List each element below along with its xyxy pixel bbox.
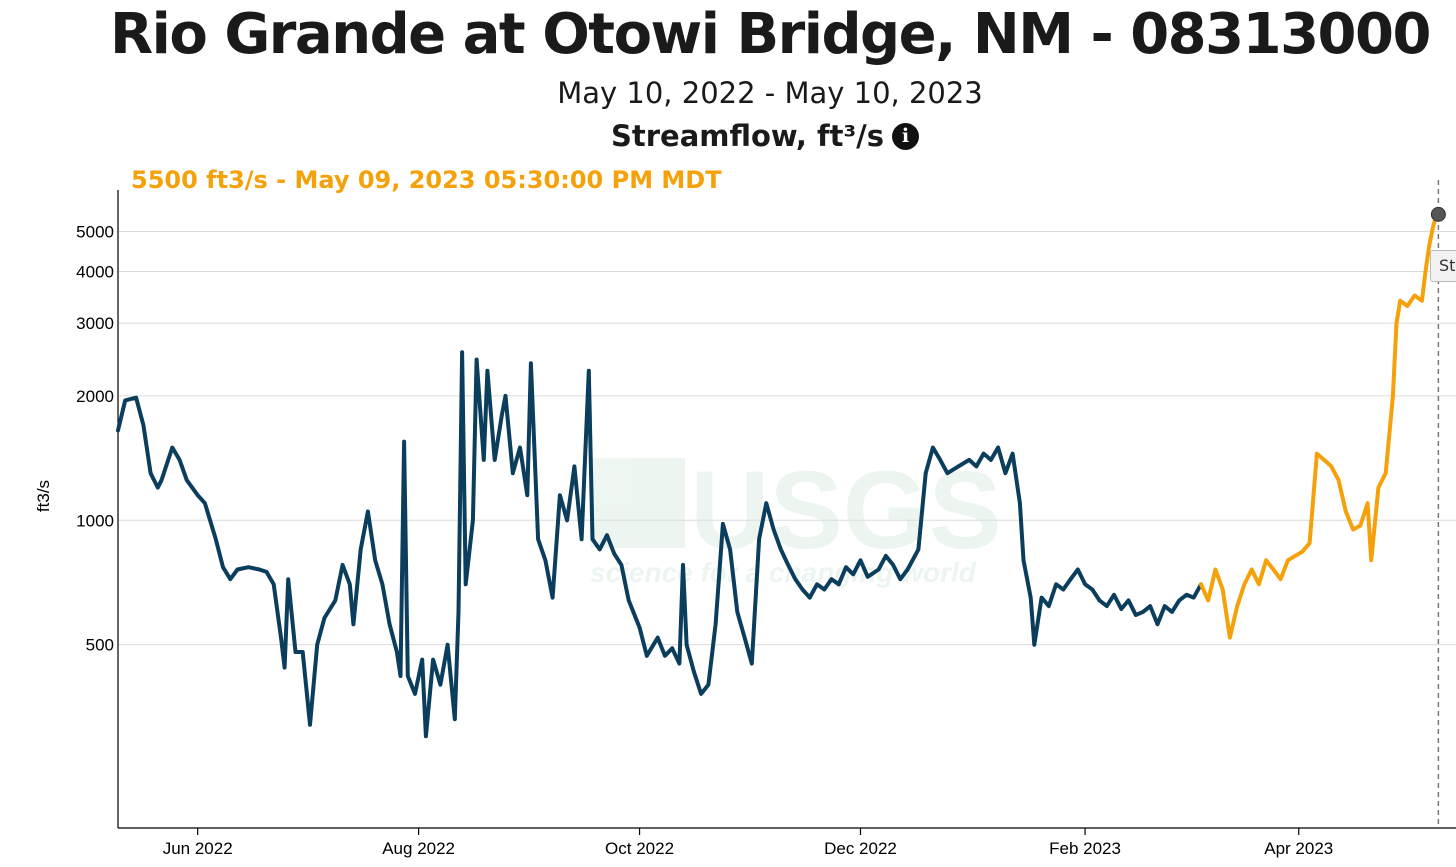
y-tick-label: 4000 [76,263,114,282]
y-tick-label: 500 [86,636,114,655]
y-tick-label: 3000 [76,314,114,333]
series-line-provisional [1199,212,1439,640]
y-tick-label: 5000 [76,222,114,241]
usgs-logo-mark [590,458,685,548]
axes [117,190,1456,829]
x-tick-labels: Jun 2022 Aug 2022 Oct 2022 Dec 2022 Feb 2023… [163,828,1333,858]
x-tick-label: Aug 2022 [382,839,455,858]
x-tick-label: Dec 2022 [824,839,897,858]
date-range: May 10, 2022 - May 10, 2023 [557,76,983,110]
y-tick-label: 1000 [76,511,114,530]
x-tick-label: Apr 2023 [1264,839,1333,858]
x-tick-label: Jun 2022 [163,839,233,858]
y-tick-labels: 500 1000 2000 3000 4000 5000 [76,222,114,654]
x-tick-label: Oct 2022 [605,839,674,858]
hover-layer [1430,180,1446,828]
hover-point[interactable] [1430,206,1446,222]
x-tick-label: Feb 2023 [1049,839,1121,858]
hover-readout: 5500 ft3/s - May 09, 2023 05:30:00 PM MD… [131,166,722,194]
usgs-watermark-tagline: science for a changing world [590,557,977,588]
series-lines [116,212,1439,739]
hover-tooltip: St [1430,250,1456,282]
y-tick-label: 2000 [76,387,114,406]
series-line-approved [116,350,1203,739]
parameter-heading: Streamflow, ft³/s i [0,119,1456,153]
parameter-label: Streamflow, ft³/s [610,119,884,153]
chart-title: Rio Grande at Otowi Bridge, NM - 0831300… [110,2,1431,67]
y-axis-label: ft3/s [34,480,53,512]
usgs-watermark: USGS science for a changing world [590,449,1002,588]
grid-lines [118,230,1456,646]
info-circle-icon[interactable]: i [892,123,919,150]
